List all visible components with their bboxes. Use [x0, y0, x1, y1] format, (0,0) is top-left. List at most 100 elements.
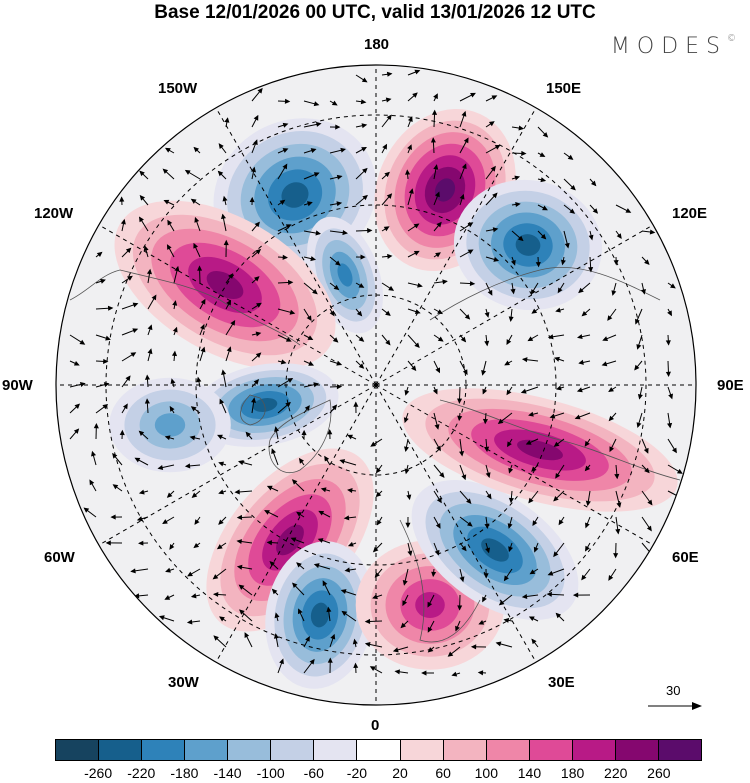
wind-vector-head [461, 545, 467, 552]
wind-vector-head [609, 446, 615, 453]
lon-label-30e: 30E [548, 674, 575, 691]
wind-vector-head [647, 499, 653, 506]
wind-vector-head [427, 626, 433, 633]
colorbar-swatch [399, 739, 444, 761]
wind-vector-head [521, 150, 527, 156]
wind-vector-head [644, 259, 650, 265]
wind-vector-head [257, 87, 263, 94]
colorbar-swatch [658, 739, 703, 761]
wind-vector-head [463, 137, 469, 144]
colorbar-swatch [442, 739, 487, 761]
anomaly-north-atlantic [265, 541, 375, 689]
lon-label-0: 0 [371, 717, 380, 734]
wind-vector-head [271, 588, 278, 595]
wind-vector-head [190, 406, 197, 412]
wind-vector-head [274, 426, 279, 432]
wind-vector-head [556, 385, 562, 391]
wind-vector-head [89, 479, 95, 486]
wind-vector-head [163, 199, 170, 205]
wind-vector-head [312, 288, 318, 295]
brand-name: MODES [610, 34, 727, 59]
wind-vector-head [342, 230, 348, 236]
wind-vector-head [313, 563, 320, 569]
wind-vector-head [266, 540, 273, 546]
coastline-siberia [429, 266, 661, 321]
wind-vector-head [384, 171, 390, 178]
wind-vector-head [332, 337, 339, 343]
wind-vector-head [665, 340, 671, 346]
wind-vector-head [520, 388, 527, 394]
wind-vector-head [506, 339, 512, 345]
wind-vector-head [238, 584, 245, 590]
wind-vector-head [310, 256, 317, 262]
wind-vector-head [402, 600, 408, 607]
wind-vector-head [305, 635, 310, 642]
wind-vector-head [615, 528, 621, 535]
wind-vector-head [495, 641, 502, 647]
wind-vector-head [555, 307, 561, 313]
wind-vector-head [218, 519, 224, 525]
lon-label-60w: 60W [44, 549, 75, 566]
wind-vector-head [336, 174, 343, 180]
wind-vector-head [601, 361, 608, 367]
wind-vector-head [310, 148, 317, 153]
wind-vector-head [581, 574, 587, 581]
wind-vector-head [486, 493, 492, 500]
wind-vector-head [408, 188, 414, 194]
colorbar-tick-label: -140 [213, 765, 242, 781]
wind-vector-head [308, 361, 315, 366]
wind-vector-head [144, 374, 151, 380]
wind-vector-head [255, 248, 262, 255]
wind-vector-head [200, 346, 206, 353]
wind-vector-head [470, 644, 477, 650]
wind-vector-head [531, 308, 538, 314]
wind-vector-head [162, 168, 169, 174]
wind-vector-head [376, 519, 382, 526]
wind-vector-head [383, 226, 390, 232]
wind-vector-head [553, 495, 559, 502]
wind-vector-head [407, 550, 413, 557]
wind-vector-head [324, 455, 330, 462]
wind-vector-head [112, 484, 119, 490]
wind-vector-head [171, 350, 178, 357]
wind-vector-head [105, 335, 111, 341]
wind-vector-head [547, 570, 554, 576]
wind-vector-head [103, 358, 109, 364]
wind-vector-head [238, 460, 244, 466]
wind-vector-head [506, 389, 512, 396]
wind-vector-head [317, 538, 324, 543]
wind-vector-head [224, 117, 230, 123]
wind-vector-head [546, 591, 552, 597]
colorbar-swatch [485, 739, 530, 761]
wind-vector-head [407, 116, 413, 122]
lon-label-120w: 120W [34, 205, 74, 222]
vector-scale-label: 30 [666, 683, 681, 698]
wind-vector-head [404, 446, 409, 453]
wind-vector-head [459, 450, 465, 457]
wind-vector-head [162, 519, 168, 524]
wind-vector-head [343, 515, 350, 521]
wind-vector-head [336, 360, 343, 366]
wind-vector-head [557, 287, 563, 294]
wind-vector-head [434, 549, 440, 556]
anomaly-field [109, 108, 678, 689]
wind-vector-head [488, 121, 495, 127]
colorbar-swatch [270, 739, 315, 761]
wind-vector-head [542, 132, 549, 138]
wind-vector-head [648, 550, 654, 557]
wind-vector-head [254, 276, 260, 282]
wind-vector-head [507, 441, 512, 448]
wind-vector-head [136, 516, 143, 522]
wind-vector-head [460, 336, 467, 343]
wind-vector-head [508, 497, 514, 504]
wind-vector-head [353, 662, 359, 669]
wind-vector-head [361, 146, 368, 152]
wind-vector-head [212, 591, 219, 597]
colorbar-tick-label: -20 [346, 765, 368, 781]
wind-vector-head [437, 336, 444, 342]
wind-vector-head [528, 497, 534, 504]
wind-vector-head [459, 193, 465, 200]
wind-vector-head [83, 507, 90, 513]
wind-vector-head [413, 223, 420, 229]
wind-vector-head [284, 98, 291, 104]
